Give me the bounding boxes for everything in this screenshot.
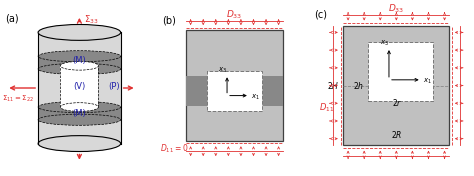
Ellipse shape bbox=[60, 61, 99, 70]
Ellipse shape bbox=[60, 103, 99, 111]
Polygon shape bbox=[60, 66, 99, 107]
Text: (M): (M) bbox=[73, 56, 86, 65]
Text: $D_{11}$: $D_{11}$ bbox=[319, 102, 335, 114]
Text: (c): (c) bbox=[314, 10, 327, 20]
Text: $\Sigma_{33}$: $\Sigma_{33}$ bbox=[84, 14, 99, 26]
Polygon shape bbox=[38, 56, 121, 69]
Text: $2h$: $2h$ bbox=[353, 80, 365, 91]
Text: $2H$: $2H$ bbox=[327, 80, 339, 91]
Text: $x_1$: $x_1$ bbox=[423, 77, 432, 86]
Text: $\Sigma_{11}=\Sigma_{22}$: $\Sigma_{11}=\Sigma_{22}$ bbox=[1, 94, 33, 104]
Text: $x_1$: $x_1$ bbox=[251, 93, 260, 102]
Text: (b): (b) bbox=[162, 15, 176, 25]
Text: (M): (M) bbox=[73, 109, 86, 118]
Text: $x_3$: $x_3$ bbox=[380, 39, 390, 48]
Ellipse shape bbox=[38, 114, 121, 125]
Text: $D_{11}=0$: $D_{11}=0$ bbox=[160, 142, 189, 155]
Bar bbox=[207, 71, 262, 111]
Polygon shape bbox=[38, 32, 121, 144]
Ellipse shape bbox=[38, 136, 121, 152]
Text: $x_3$: $x_3$ bbox=[218, 66, 227, 75]
Ellipse shape bbox=[38, 51, 121, 62]
Bar bbox=[343, 26, 449, 145]
Polygon shape bbox=[38, 107, 121, 120]
Ellipse shape bbox=[38, 102, 121, 113]
Text: (a): (a) bbox=[5, 13, 18, 23]
Bar bbox=[186, 30, 283, 141]
Text: $D_{33}$: $D_{33}$ bbox=[227, 8, 243, 21]
Bar bbox=[368, 42, 433, 101]
Text: $D_{33}$: $D_{33}$ bbox=[388, 3, 404, 15]
Bar bbox=[186, 76, 283, 106]
Ellipse shape bbox=[38, 24, 121, 40]
Text: (P): (P) bbox=[109, 82, 120, 91]
Text: $2R$: $2R$ bbox=[391, 129, 402, 140]
Text: $2r$: $2r$ bbox=[392, 97, 402, 108]
Ellipse shape bbox=[38, 63, 121, 74]
Text: (V): (V) bbox=[73, 82, 85, 91]
